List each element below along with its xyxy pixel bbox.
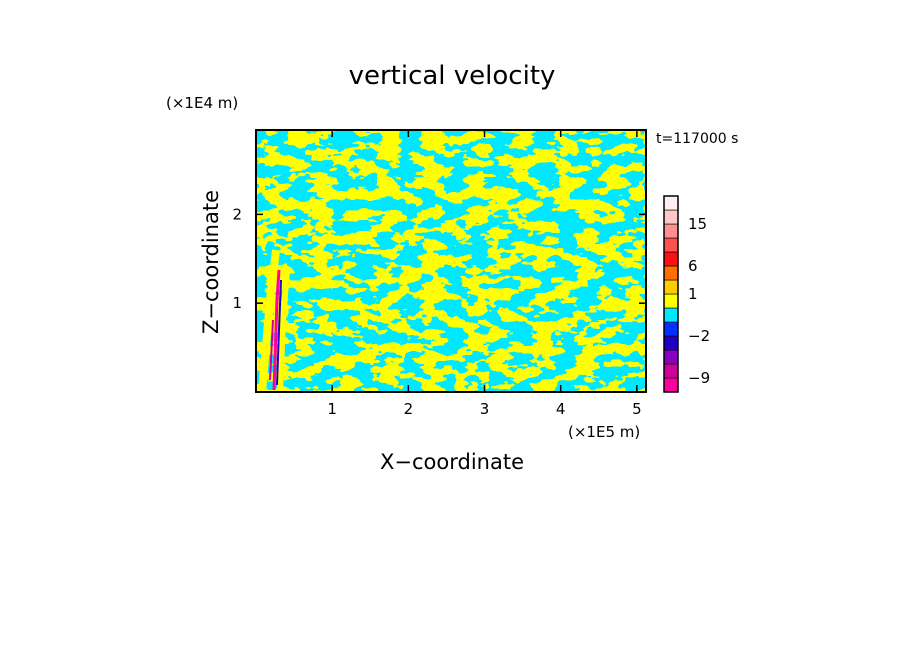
colorbar-tick-label-4: 6 (688, 257, 698, 275)
colorbar-band-9 (663, 265, 679, 281)
colorbar-band-11 (663, 237, 679, 253)
x-unit-label: (×1E5 m) (568, 423, 640, 441)
y-axis-title: Z−coordinate (199, 190, 223, 334)
colorbar-band-6 (663, 307, 679, 323)
x-tick-label-4: 4 (556, 400, 566, 418)
colorbar-band-1 (663, 377, 679, 393)
y-tick-label-2: 2 (232, 205, 242, 223)
colorbar-band-4 (663, 335, 679, 351)
colorbar-tick-label-5: 15 (688, 215, 707, 233)
plot-area (256, 130, 646, 392)
left-wave-streaks (258, 249, 290, 392)
colorbar-tick-label-1: −9 (688, 369, 710, 387)
y-unit-label: (×1E4 m) (166, 94, 238, 112)
colorbar-band-14 (663, 195, 679, 211)
colorbar-band-5 (663, 321, 679, 337)
y-axis-ticks: 12 (232, 205, 646, 312)
x-tick-label-5: 5 (632, 400, 642, 418)
y-tick-label-1: 1 (232, 294, 242, 312)
chart-title: vertical velocity (349, 61, 556, 91)
x-tick-label-3: 3 (480, 400, 490, 418)
colorbar-band-12 (663, 223, 679, 239)
colorbar (663, 195, 679, 393)
x-axis-ticks: 1 2 3 4 5 (327, 130, 642, 418)
colorbar-tick-label-2: −2 (688, 327, 710, 345)
x-tick-label-2: 2 (404, 400, 414, 418)
colorbar-band-3 (663, 349, 679, 365)
colorbar-ticks: −9 −2 1 6 15 (688, 215, 710, 387)
x-axis-title: X−coordinate (380, 450, 524, 474)
colorbar-frame (663, 195, 679, 393)
colorbar-band-13 (663, 209, 679, 225)
colorbar-band-7 (663, 293, 679, 309)
colorbar-band-10 (663, 251, 679, 267)
time-label: t=117000 s (656, 131, 738, 147)
colorbar-band-2 (663, 363, 679, 379)
field-updraft-pattern (256, 130, 646, 392)
plot-frame (255, 129, 647, 393)
colorbar-band-8 (663, 279, 679, 295)
x-tick-label-1: 1 (327, 400, 337, 418)
colorbar-tick-label-3: 1 (688, 285, 698, 303)
